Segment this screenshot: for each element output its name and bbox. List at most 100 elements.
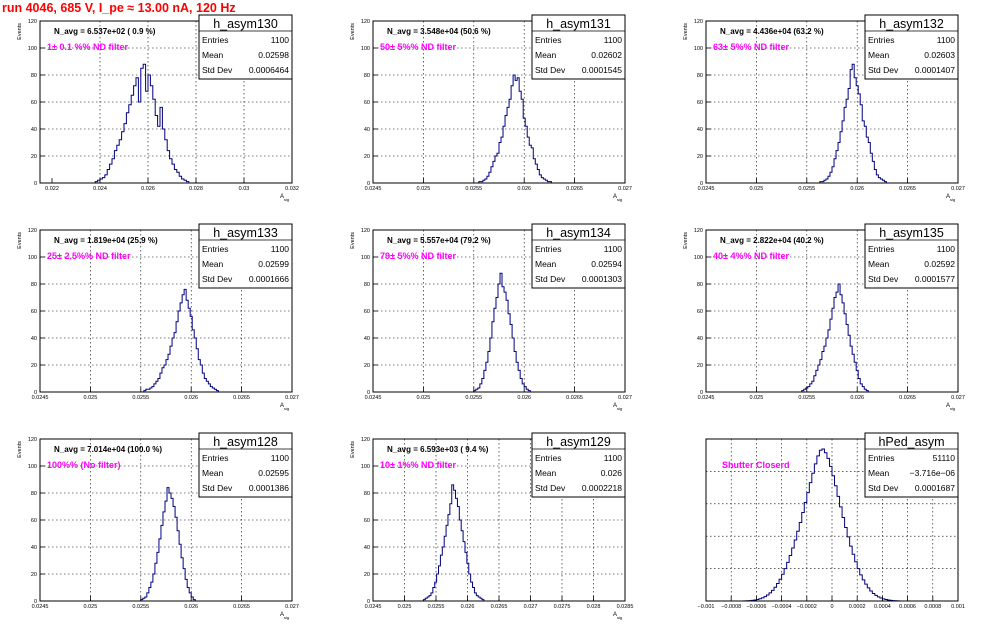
x-tick-label: 0.0255: [798, 186, 815, 192]
stats-value: 0.02592: [924, 259, 955, 269]
stats-value: 0.02602: [591, 50, 622, 60]
filter-label: 63± 5%% ND filter: [713, 42, 789, 52]
y-tick-label: 40: [31, 545, 37, 551]
stats-value: 1100: [271, 453, 290, 463]
y-tick-label: 0: [34, 390, 37, 396]
navg-label: N_avg = 2.822e+04 (40.2 %): [720, 236, 824, 245]
histogram-panel-h_asym133: 0.0245 0.025 0.0255 0.026 0.0265 0.027 0 20 40 60…: [17, 223, 299, 411]
y-tick-label: 100: [361, 255, 370, 261]
stats-box-frame: [198, 223, 293, 289]
stats-value: 0.026: [601, 468, 623, 478]
stats-box-frame: [531, 223, 626, 289]
x-tick-label: 0: [830, 604, 833, 610]
stats-box: h_asym133 Entries 1100 Mean 0.02599 Std Dev 0.…: [198, 223, 293, 289]
stats-label: Mean: [868, 468, 890, 478]
x-tick-label: 0.0255: [798, 395, 815, 401]
stats-box-title: h_asym135: [879, 226, 944, 240]
x-tick-label: 0.026: [184, 604, 198, 610]
stats-value: 0.02594: [591, 259, 622, 269]
histogram-panel-h_asym130: 0.022 0.024 0.026 0.028 0.03 0.032 0 20 40 60 80 10…: [17, 14, 299, 202]
histogram-line: [478, 74, 552, 183]
y-tick-label: 120: [28, 437, 37, 443]
stats-box-title: h_asym132: [879, 17, 944, 31]
stats-box: hPed_asym Entries 51110 Mean −3.716e−06 Std D…: [864, 432, 959, 498]
navg-label: N_avg = 7.014e+04 (100.0 %): [54, 445, 162, 454]
filter-label: 10± 1%% ND filter: [380, 460, 456, 470]
stats-box: h_asym135 Entries 1100 Mean 0.02592 Std Dev 0.…: [864, 223, 959, 289]
y-tick-label: 120: [694, 228, 703, 234]
x-tick-label: 0.0255: [132, 604, 149, 610]
histogram-line: [94, 63, 190, 183]
x-tick-label: 0.026: [461, 604, 475, 610]
y-tick-label: 80: [364, 491, 370, 497]
y-tick-label: 120: [694, 19, 703, 25]
x-tick-label: 0.0245: [698, 395, 715, 401]
stats-label: Entries: [868, 35, 894, 45]
y-tick-label: 120: [361, 228, 370, 234]
y-tick-label: 100: [28, 255, 37, 261]
y-tick-label: 60: [697, 100, 703, 106]
stats-box-frame: [531, 14, 626, 80]
x-tick-label: 0.0265: [566, 395, 583, 401]
stats-label: Mean: [535, 259, 557, 269]
y-tick-label: 60: [364, 518, 370, 524]
x-tick-label: 0.026: [850, 186, 864, 192]
x-tick-label: 0.0245: [365, 395, 382, 401]
y-tick-label: 0: [700, 181, 703, 187]
histogram-panel-h_asym135: 0.0245 0.025 0.0255 0.026 0.0265 0.027 0 20 40 60…: [683, 223, 965, 411]
y-tick-label: 60: [697, 309, 703, 315]
stats-value: 0.02598: [258, 50, 289, 60]
y-tick-label: 80: [697, 282, 703, 288]
y-tick-label: 60: [31, 309, 37, 315]
y-tick-label: 120: [28, 19, 37, 25]
y-tick-label: 120: [361, 437, 370, 443]
x-tick-label: 0.0255: [465, 395, 482, 401]
x-tick-label: 0.025: [417, 186, 431, 192]
histogram-line: [740, 448, 904, 602]
stats-value: 0.0006464: [249, 65, 289, 75]
x-axis-title: Asig: [613, 612, 622, 620]
y-tick-label: 80: [364, 73, 370, 79]
y-tick-label: 60: [364, 309, 370, 315]
histogram-line: [143, 288, 219, 392]
stats-label: Mean: [202, 259, 224, 269]
y-tick-label: 80: [31, 282, 37, 288]
x-tick-label: 0.026: [141, 186, 155, 192]
y-axis-title: Events: [350, 232, 356, 249]
navg-label: N_avg = 1.819e+04 (25.9 %): [54, 236, 158, 245]
x-tick-label: 0.0004: [874, 604, 891, 610]
x-tick-label: 0.027: [618, 186, 632, 192]
y-tick-label: 0: [367, 390, 370, 396]
x-tick-label: 0.0265: [233, 395, 250, 401]
y-axis-title: Events: [17, 441, 23, 458]
x-axis-title: Asig: [280, 403, 289, 411]
stats-label: Mean: [868, 50, 890, 60]
y-tick-label: 80: [364, 282, 370, 288]
stats-box: h_asym129 Entries 1100 Mean 0.026 Std Dev 0.00…: [531, 432, 626, 498]
y-tick-label: 40: [697, 127, 703, 133]
x-tick-label: 0.027: [951, 395, 965, 401]
stats-value: 0.0001407: [915, 65, 955, 75]
stats-box-title: h_asym129: [546, 435, 611, 449]
x-tick-label: 0.026: [517, 395, 531, 401]
y-tick-label: 100: [694, 46, 703, 52]
stats-label: Entries: [202, 244, 228, 254]
histogram-panel-hPed_asym: −0.001 −0.0008 −0.0006 −0.0004 −0.0002 0 0.000…: [698, 432, 965, 610]
x-tick-label: −0.0002: [797, 604, 817, 610]
stats-label: Std Dev: [535, 483, 566, 493]
histogram-line: [473, 272, 531, 392]
x-tick-label: 0.0002: [849, 604, 866, 610]
x-tick-label: 0.027: [951, 186, 965, 192]
stats-value: −3.716e−06: [910, 468, 956, 478]
stats-value: 0.0001666: [249, 274, 289, 284]
stats-box-title: h_asym128: [213, 435, 278, 449]
stats-label: Entries: [868, 244, 894, 254]
x-tick-label: 0.027: [618, 395, 632, 401]
x-tick-label: 0.026: [517, 186, 531, 192]
y-tick-label: 0: [34, 599, 37, 605]
y-tick-label: 0: [700, 390, 703, 396]
stats-label: Mean: [202, 468, 224, 478]
stats-label: Entries: [868, 453, 894, 463]
x-tick-label: 0.0255: [465, 186, 482, 192]
histogram-panel-h_asym128: 0.0245 0.025 0.0255 0.026 0.0265 0.027 0 20 40 60…: [17, 432, 299, 620]
